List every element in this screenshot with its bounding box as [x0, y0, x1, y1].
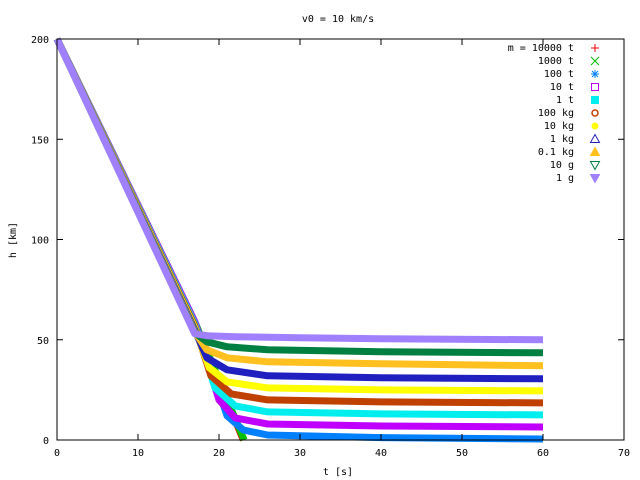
y-axis-label: h [km] [8, 222, 19, 258]
x-tick-label: 0 [54, 448, 60, 459]
x-tick-label: 50 [456, 448, 468, 459]
x-tick-label: 60 [537, 448, 549, 459]
legend-label: 1 g [556, 173, 574, 184]
legend-marker [591, 44, 599, 52]
chart-title: v0 = 10 km/s [302, 14, 374, 25]
x-tick-label: 20 [213, 448, 225, 459]
y-tick-label: 150 [31, 135, 49, 146]
legend-entry-7: 1 kg [550, 133, 601, 145]
legend-label: 10 g [550, 160, 574, 171]
legend-label: m = 10000 t [508, 43, 574, 54]
legend-entry-8: 0.1 kg [538, 146, 601, 158]
legend-marker [591, 96, 599, 104]
legend-label: 10 kg [544, 121, 574, 132]
legend-entry-4: 1 t [556, 95, 599, 106]
x-tick-label: 10 [132, 448, 144, 459]
legend-entry-0: m = 10000 t [508, 43, 599, 54]
legend-marker [589, 161, 601, 171]
legend-entry-1: 1000 t [538, 56, 600, 67]
legend-marker [591, 70, 599, 78]
legend-label: 100 kg [538, 108, 574, 119]
legend-label: 100 t [544, 69, 574, 80]
legend-entry-9: 10 g [550, 160, 601, 171]
legend-marker [591, 83, 599, 91]
legend-label: 1 kg [550, 134, 574, 145]
series-line-3 [53, 37, 544, 431]
y-tick-label: 200 [31, 35, 49, 46]
y-tick-label: 50 [37, 336, 49, 347]
legend-entry-3: 10 t [550, 82, 599, 93]
legend-marker [589, 174, 601, 184]
legend-marker [590, 56, 600, 66]
series-line-4 [53, 37, 544, 419]
legend-label: 1000 t [538, 56, 574, 67]
legend-marker [591, 122, 599, 130]
legend-marker [589, 133, 601, 143]
legend-label: 0.1 kg [538, 147, 574, 158]
legend-marker [591, 109, 599, 117]
legend-entry-5: 100 kg [538, 108, 599, 119]
y-tick-label: 100 [31, 236, 49, 247]
x-tick-label: 70 [618, 448, 630, 459]
legend-marker [589, 146, 601, 156]
y-tick-label: 0 [43, 436, 49, 447]
legend: m = 10000 t 1000 t 100 t 10 t 1 t 100 kg 10 kg… [508, 43, 601, 184]
x-tick-label: 30 [294, 448, 306, 459]
legend-entry-10: 1 g [556, 173, 601, 184]
legend-entry-2: 100 t [544, 69, 599, 80]
legend-label: 1 t [556, 95, 574, 106]
x-tick-label: 40 [375, 448, 387, 459]
series-layer [53, 37, 544, 443]
axes-layer: 0 10 20 30 40 50 60 70 0 50 100 150 200 [31, 35, 630, 459]
legend-entry-6: 10 kg [544, 121, 599, 132]
series-line-7 [53, 37, 544, 383]
legend-label: 10 t [550, 82, 574, 93]
series-line-10 [53, 37, 544, 344]
x-axis-label: t [s] [323, 467, 353, 478]
